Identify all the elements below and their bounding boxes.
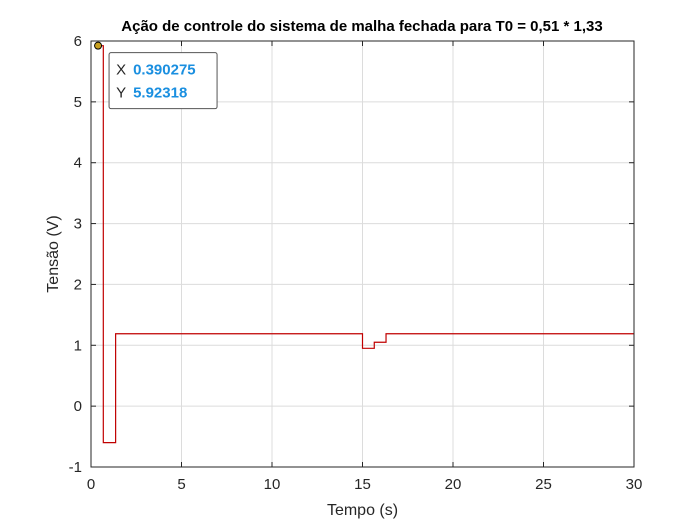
datatip[interactable]: X 0.390275 Y 5.92318 — [94, 41, 218, 110]
ticks — [90, 40, 635, 468]
y-tick-label: 6 — [74, 33, 82, 50]
x-tick-label: 0 — [87, 476, 95, 493]
y-tick-label: 1 — [74, 337, 82, 354]
y-axis-label: Tensão (V) — [45, 215, 62, 292]
series-layer — [98, 45, 634, 444]
chart-title: Ação de controle do sistema de malha fec… — [121, 18, 602, 35]
y-tick-label: 3 — [74, 216, 82, 233]
y-tick-label: -1 — [69, 459, 82, 476]
datatip-x-value: 0.390275 — [133, 62, 196, 79]
y-tick-label: 4 — [74, 155, 82, 172]
y-tick-label: 5 — [74, 94, 82, 111]
x-tick-label: 10 — [264, 476, 281, 493]
plot-area[interactable] — [90, 40, 635, 468]
datatip-x-label: X — [116, 62, 126, 79]
datatip-marker[interactable] — [94, 41, 103, 50]
datatip-y-label: Y — [116, 85, 126, 102]
x-axis-label: Tempo (s) — [327, 502, 398, 519]
x-tick-label: 30 — [626, 476, 643, 493]
series-line — [98, 45, 634, 444]
datatip-y-value: 5.92318 — [133, 85, 187, 102]
x-tick-label: 20 — [445, 476, 462, 493]
x-tick-label: 15 — [354, 476, 371, 493]
x-tick-label: 5 — [177, 476, 185, 493]
datatip-box — [108, 52, 218, 110]
x-tick-label: 25 — [535, 476, 552, 493]
y-tick-label: 0 — [74, 398, 82, 415]
y-tick-label: 2 — [74, 276, 82, 293]
